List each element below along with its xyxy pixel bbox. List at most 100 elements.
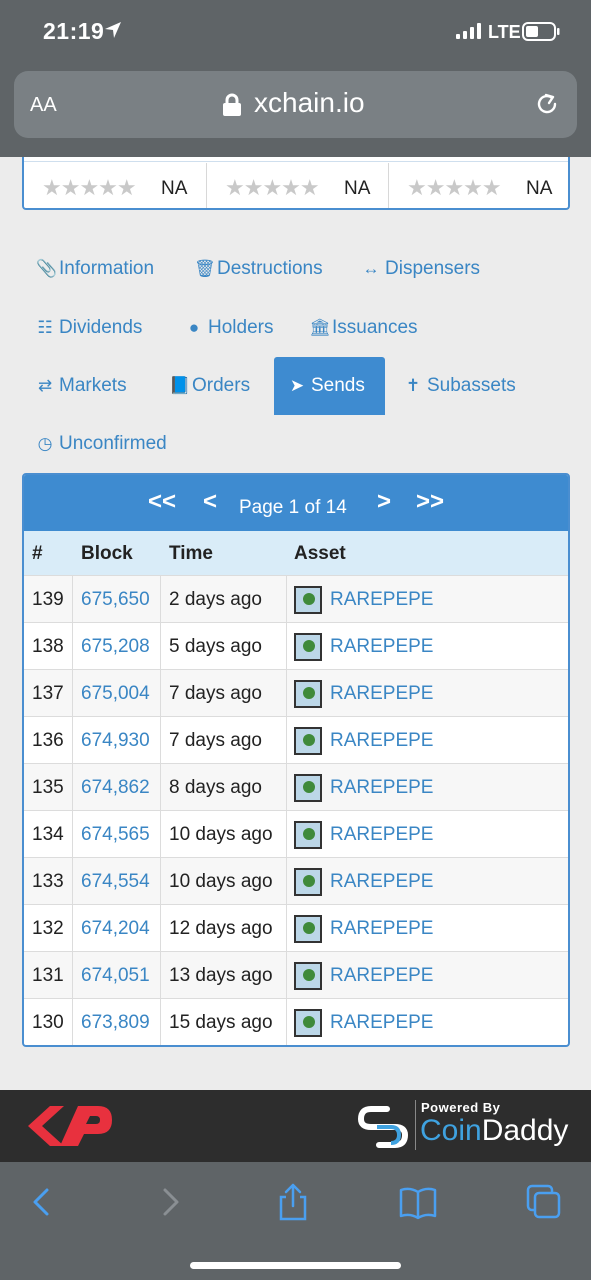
asset-link[interactable]: RAREPEPE [330,964,434,986]
block-link[interactable]: 674,565 [81,823,150,845]
tab-label: Information [59,258,155,279]
table-row: 130 673,809 15 days ago RAREPEPE [24,998,568,1045]
asset-link[interactable]: RAREPEPE [330,682,434,704]
asset-thumbnail[interactable] [294,585,322,614]
tabs-icon[interactable] [524,1182,564,1222]
prev-page-button[interactable]: < [203,488,218,515]
asset-link[interactable]: RAREPEPE [330,917,434,939]
rating-stars: ★★★★★ [225,175,320,200]
block-link[interactable]: 674,554 [81,870,150,892]
table-row: 137 675,004 7 days ago RAREPEPE [24,669,568,717]
block-link[interactable]: 674,051 [81,964,150,986]
tab-label: Issuances [332,317,418,338]
cell-border [72,811,73,858]
bookmarks-icon[interactable] [398,1182,438,1222]
cell-border [72,717,73,764]
tab-subassets[interactable]: ✝ Subassets [390,357,530,415]
cell-border [72,999,73,1045]
address-bar[interactable]: AA xchain.io [14,71,577,138]
counterparty-logo[interactable] [20,1098,116,1154]
clock-icon: ◷ [37,434,53,453]
block-link[interactable]: 675,208 [81,635,150,657]
tab-holders[interactable]: ● Holders [171,299,287,357]
asset-cell: RAREPEPE [294,858,433,905]
browser-toolbar [0,1162,591,1280]
sitemap-icon: ☷ [37,318,53,337]
url-text[interactable]: xchain.io [254,87,365,118]
lock-icon [223,93,241,116]
asset-cell: RAREPEPE [294,811,433,858]
column-header-block: Block [81,543,133,564]
time-text: 12 days ago [169,917,273,939]
tab-label: Subassets [427,375,516,396]
table-header: # Block Time Asset [24,531,568,575]
cell-border [286,670,287,717]
divider [415,1100,416,1150]
asset-thumbnail[interactable] [294,961,322,990]
site-footer: Powered By CoinDaddy [0,1090,591,1162]
brand-part: Daddy [481,1114,569,1147]
tab-label: Markets [59,375,127,396]
block-link[interactable]: 674,930 [81,729,150,751]
asset-thumbnail[interactable] [294,1008,322,1037]
cell-border [72,858,73,905]
tab-information[interactable]: 📎 Information [22,240,168,298]
tab-dividends[interactable]: ☷ Dividends [22,299,156,357]
tab-sends[interactable]: ➤ Sends [274,357,385,415]
asset-link[interactable]: RAREPEPE [330,1011,434,1033]
page-indicator: Page 1 of 14 [239,497,347,518]
block-link[interactable]: 675,650 [81,588,150,610]
cell-border [72,623,73,670]
sends-table-panel: << < Page 1 of 14 > >> # Block Time Asse… [22,473,570,1047]
cell-border [286,905,287,952]
paperclip-icon: 📎 [36,259,58,278]
time-text: 13 days ago [169,964,273,986]
asset-thumbnail[interactable] [294,867,322,896]
asset-link[interactable]: RAREPEPE [330,588,434,610]
brand-part: Coin [420,1114,482,1147]
exchange-icon: ⇄ [37,376,53,395]
text-size-button[interactable]: AA [30,94,57,116]
block-link[interactable]: 674,862 [81,776,150,798]
first-page-button[interactable]: << [148,488,177,515]
tab-dispensers[interactable]: ↔ Dispensers [348,240,494,298]
tab-label: Sends [311,375,365,396]
forward-icon[interactable] [150,1182,190,1222]
network-type: LTE [488,22,521,42]
block-link[interactable]: 673,809 [81,1011,150,1033]
asset-link[interactable]: RAREPEPE [330,870,434,892]
tab-markets[interactable]: ⇄ Markets [22,357,141,415]
tab-orders[interactable]: 📘 Orders [155,357,264,415]
table-row: 132 674,204 12 days ago RAREPEPE [24,904,568,952]
asset-thumbnail[interactable] [294,679,322,708]
cell-border [160,858,161,905]
asset-link[interactable]: RAREPEPE [330,729,434,751]
pagination: << < Page 1 of 14 > >> [24,475,568,531]
share-icon[interactable] [273,1182,313,1222]
asset-thumbnail[interactable] [294,632,322,661]
cell-border [286,623,287,670]
asset-thumbnail[interactable] [294,726,322,755]
asset-thumbnail[interactable] [294,914,322,943]
asset-cell: RAREPEPE [294,670,433,717]
table-row: 136 674,930 7 days ago RAREPEPE [24,716,568,764]
home-indicator [190,1262,401,1269]
asset-link[interactable]: RAREPEPE [330,823,434,845]
cell-border [160,952,161,999]
asset-thumbnail[interactable] [294,820,322,849]
tab-unconfirmed[interactable]: ◷ Unconfirmed [22,415,181,473]
block-link[interactable]: 675,004 [81,682,150,704]
tab-destructions[interactable]: 🗑 Destructions [180,240,337,298]
coindaddy-brand[interactable]: CoinDaddy [420,1114,568,1148]
back-icon[interactable] [22,1182,62,1222]
reload-icon[interactable] [533,90,561,118]
next-page-button[interactable]: > [377,488,392,515]
asset-link[interactable]: RAREPEPE [330,776,434,798]
status-time: 21:19 [43,18,105,44]
block-link[interactable]: 674,204 [81,917,150,939]
tab-issuances[interactable]: 🏛 Issuances [295,299,432,357]
asset-thumbnail[interactable] [294,773,322,802]
last-page-button[interactable]: >> [416,488,445,515]
asset-link[interactable]: RAREPEPE [330,635,434,657]
time-text: 15 days ago [169,1011,273,1033]
